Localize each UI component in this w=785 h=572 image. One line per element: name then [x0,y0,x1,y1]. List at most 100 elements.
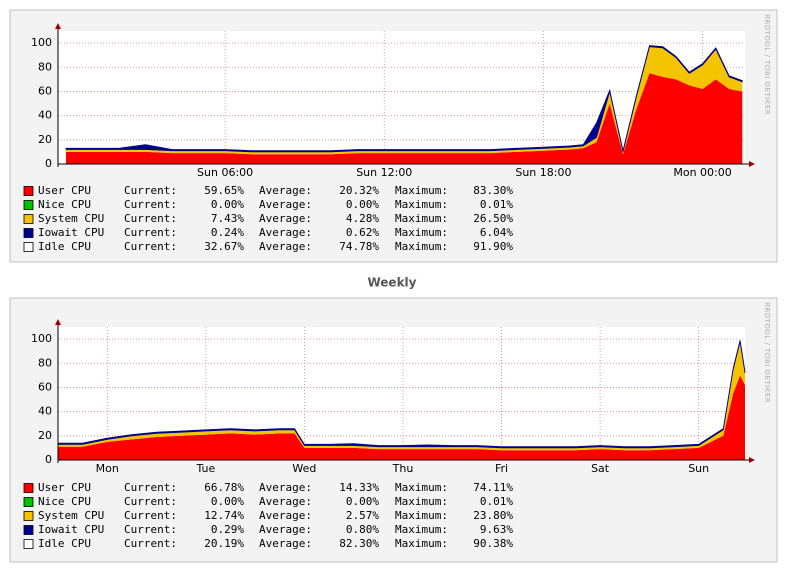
stat-name: Maximum: [395,537,448,550]
y-tick-label: 100 [31,36,52,49]
stat-value: 0.01% [480,198,513,211]
stat-name: Average: [259,523,312,536]
stat-value: 0.00% [346,495,379,508]
stat-name: Maximum: [395,226,448,239]
axis-arrow [749,161,755,167]
x-tick-label: Fri [495,462,508,475]
legend-label: Idle CPU [38,240,91,253]
stat-name: Maximum: [395,198,448,211]
y-tick-label: 80 [38,60,52,73]
stat-name: Maximum: [395,240,448,253]
stat-name: Average: [259,184,312,197]
stat-name: Maximum: [395,509,448,522]
stat-value: 0.62% [346,226,379,239]
x-tick-label: Sun 12:00 [356,166,412,179]
stat-name: Current: [124,184,177,197]
stat-value: 32.67% [204,240,244,253]
area-series [66,46,743,155]
stat-name: Current: [124,537,177,550]
legend-swatch [23,539,34,549]
y-tick-label: 0 [45,157,52,170]
stat-value: 74.78% [339,240,379,253]
stat-name: Average: [259,212,312,225]
stat-name: Current: [124,198,177,211]
stat-value: 0.01% [480,495,513,508]
stat-name: Maximum: [395,481,448,494]
legend-swatch [23,497,34,507]
legend-label: Iowait CPU [38,226,104,239]
y-tick-label: 100 [31,332,52,345]
x-tick-label: Sun 06:00 [197,166,253,179]
legend-label: Idle CPU [38,537,91,550]
section-title: Weekly [367,276,416,290]
stat-value: 59.65% [204,184,244,197]
stat-name: Average: [259,537,312,550]
stat-name: Current: [124,509,177,522]
y-tick-label: 80 [38,356,52,369]
stat-name: Maximum: [395,184,448,197]
legend-label: Nice CPU [38,198,91,211]
stat-name: Maximum: [395,212,448,225]
stat-name: Current: [124,481,177,494]
legend-swatch [23,228,34,238]
stat-value: 0.00% [346,198,379,211]
y-tick-label: 60 [38,84,52,97]
stat-value: 20.32% [339,184,379,197]
stat-name: Current: [124,495,177,508]
axis-arrow [55,23,61,29]
stat-value: 82.30% [339,537,379,550]
stat-value: 20.19% [204,537,244,550]
area-series [66,73,743,164]
stat-name: Current: [124,523,177,536]
stat-value: 0.80% [346,523,379,536]
stat-name: Current: [124,226,177,239]
stat-name: Average: [259,226,312,239]
legend-label: System CPU [38,212,104,225]
x-tick-label: Thu [392,462,414,475]
legend-swatch [23,483,34,493]
x-tick-label: Tue [195,462,215,475]
x-tick-label: Sun 18:00 [515,166,571,179]
stat-value: 9.63% [480,523,513,536]
y-tick-label: 0 [45,453,52,466]
stat-value: 2.57% [346,509,379,522]
stat-name: Average: [259,495,312,508]
x-tick-label: Wed [292,462,316,475]
stat-name: Average: [259,481,312,494]
stat-name: Current: [124,212,177,225]
stat-value: 91.90% [473,240,513,253]
area-series [58,341,745,451]
stat-value: 23.80% [473,509,513,522]
axis-arrow [55,319,61,325]
legend-label: Nice CPU [38,495,91,508]
stat-value: 0.00% [211,495,244,508]
legend-label: User CPU [38,481,91,494]
x-tick-label: Mon [96,462,119,475]
stat-name: Current: [124,240,177,253]
y-tick-label: 20 [38,429,52,442]
stat-value: 26.50% [473,212,513,225]
x-tick-label: Mon 00:00 [673,166,731,179]
y-tick-label: 40 [38,109,52,122]
axis-arrow [749,457,755,463]
y-tick-label: 60 [38,380,52,393]
stat-name: Maximum: [395,495,448,508]
y-tick-label: 40 [38,405,52,418]
stat-value: 6.04% [480,226,513,239]
stat-value: 12.74% [204,509,244,522]
legend-swatch [23,214,34,224]
area-series [65,45,743,153]
legend-swatch [23,511,34,521]
stat-value: 74.11% [473,481,513,494]
stat-value: 0.00% [211,198,244,211]
stat-value: 14.33% [339,481,379,494]
stat-name: Maximum: [395,523,448,536]
stat-name: Average: [259,509,312,522]
legend-label: User CPU [38,184,91,197]
stat-value: 0.24% [211,226,244,239]
x-tick-label: Sat [591,462,610,475]
stat-name: Average: [259,240,312,253]
legend-label: Iowait CPU [38,523,104,536]
